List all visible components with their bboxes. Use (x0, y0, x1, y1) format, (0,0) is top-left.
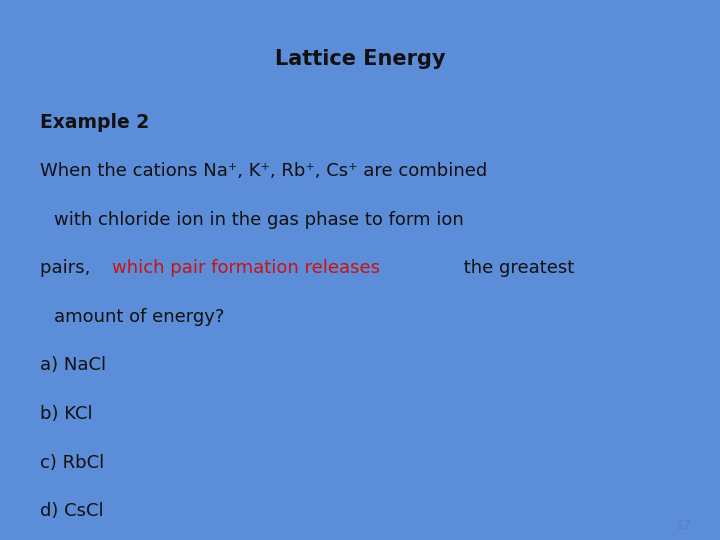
Text: 17: 17 (675, 519, 691, 532)
Text: d) CsCl: d) CsCl (40, 502, 103, 520)
Text: Example 2: Example 2 (40, 113, 149, 132)
Text: c) RbCl: c) RbCl (40, 454, 104, 471)
Text: with chloride ion in the gas phase to form ion: with chloride ion in the gas phase to fo… (54, 211, 464, 228)
Text: the greatest: the greatest (458, 259, 574, 277)
Text: a) NaCl: a) NaCl (40, 356, 106, 374)
Text: amount of energy?: amount of energy? (54, 308, 225, 326)
Text: b) KCl: b) KCl (40, 405, 92, 423)
Text: Lattice Energy: Lattice Energy (275, 49, 445, 69)
Text: When the cations Na⁺, K⁺, Rb⁺, Cs⁺ are combined: When the cations Na⁺, K⁺, Rb⁺, Cs⁺ are c… (40, 162, 487, 180)
Text: which pair formation releases: which pair formation releases (112, 259, 380, 277)
Text: pairs,: pairs, (40, 259, 96, 277)
